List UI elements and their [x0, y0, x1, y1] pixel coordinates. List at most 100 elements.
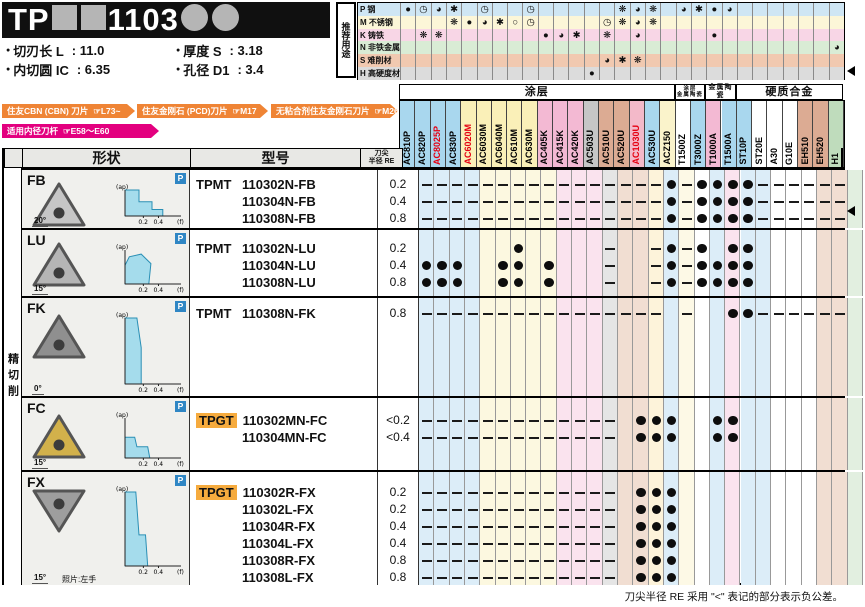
usage-mark-cell	[798, 28, 813, 42]
dot-icon	[666, 243, 677, 254]
availability-dash	[465, 176, 480, 193]
dash-icon	[436, 217, 447, 220]
availability-dash	[587, 569, 602, 586]
grade-group-3: 硬质合金	[735, 84, 843, 100]
dash-icon	[605, 247, 616, 250]
dot-icon	[437, 260, 447, 271]
usage-mark-cell	[736, 67, 752, 80]
availability-dash	[649, 305, 664, 322]
model-cell: TPGT 110302R-FX 110302L-FX 110304R-FX 110304…	[190, 472, 378, 585]
shape-cell-LU: LU 15° (ap) 0.2 0.4 (f) P	[22, 230, 190, 296]
svg-text:(f): (f)	[177, 461, 184, 468]
availability-dash	[434, 484, 449, 501]
dash-icon	[773, 183, 784, 186]
grade-group-label: 硬质合金	[765, 85, 814, 98]
model-number: 110302R-FX	[242, 485, 316, 500]
availability-dash	[480, 569, 495, 586]
usage-mark-g: ❋	[644, 15, 660, 29]
matrix-column-bg	[786, 472, 802, 585]
usage-mark-cell	[767, 28, 782, 42]
shape-cell-FC: FC 15° (ap) 0.2 0.4 (f) P	[22, 398, 190, 470]
matrix-column-bg	[801, 472, 818, 585]
availability-dash	[419, 484, 434, 501]
availability-dash	[434, 429, 449, 446]
usage-mark-cell	[675, 54, 691, 68]
usage-mark-cell	[614, 67, 629, 80]
grade-header-AC6020M: AC6020M	[461, 101, 477, 167]
dash-icon	[605, 576, 616, 579]
spec-list: ● 切刃长 L: 11.0 ● 厚度 S: 3.18 ● 内切圆 IC: 6.35 ● 孔径 …	[2, 41, 330, 79]
usage-mark-s: ✱	[568, 28, 583, 42]
dash-icon	[544, 436, 555, 439]
usage-mark-cell	[828, 54, 844, 68]
usage-mark-cell	[491, 41, 507, 55]
dash-icon	[559, 183, 570, 186]
chart-grade-badge: P	[175, 301, 186, 312]
dot-icon	[452, 260, 462, 271]
usage-mark-cell	[798, 54, 813, 68]
dash-icon	[590, 525, 601, 528]
availability-dash	[496, 429, 511, 446]
availability-dash	[541, 484, 556, 501]
matrix-column-bg	[633, 298, 649, 396]
availability-dot	[511, 274, 526, 291]
matrix-column-bg	[786, 298, 802, 396]
dash-icon	[590, 217, 601, 220]
usage-mark-q: ◕	[675, 3, 691, 16]
availability-dash	[802, 210, 817, 227]
availability-dash	[679, 305, 694, 322]
matrix-column-bg	[572, 398, 588, 470]
dash-icon	[498, 542, 509, 545]
dash-icon	[835, 200, 845, 203]
availability-dash	[603, 518, 618, 535]
matrix-column-bg	[480, 230, 496, 296]
dash-icon	[467, 576, 478, 579]
usage-mark-f: ●	[706, 28, 721, 42]
usage-mark-f: ●	[706, 3, 721, 16]
usage-mark-cell	[736, 41, 752, 55]
usage-row-label: K 铸铁	[360, 30, 384, 40]
corner-radius-cell: 0.2 0.4 0.8	[378, 170, 419, 228]
availability-dash	[587, 552, 602, 569]
availability-dot	[741, 210, 756, 227]
matrix-column-bg	[602, 472, 619, 585]
usage-mark-q: ◕	[828, 41, 844, 55]
dash-icon	[590, 576, 601, 579]
matrix-column-bg	[847, 298, 863, 396]
availability-dot	[633, 429, 648, 446]
availability-dash	[679, 210, 694, 227]
svg-text:0.2: 0.2	[138, 461, 148, 468]
availability-dash	[434, 193, 449, 210]
dot-icon	[697, 243, 707, 254]
bullet-icon: ●	[176, 66, 181, 73]
dash-icon	[452, 491, 463, 494]
availability-dash	[526, 484, 541, 501]
grade-group-label: 涂层	[524, 85, 549, 98]
matrix-column-bg	[419, 472, 435, 585]
availability-dash	[603, 569, 618, 586]
usage-mark-cell	[583, 54, 599, 68]
availability-dash	[756, 210, 771, 227]
model-cell: TPMT 110302N-FB 110304N-FB 110308N-FB	[190, 170, 378, 228]
usage-mark-cell	[430, 67, 446, 80]
availability-dash	[496, 176, 511, 193]
insert-photo	[30, 240, 88, 293]
availability-dot	[664, 484, 679, 501]
dash-icon	[651, 183, 662, 186]
model-row: TPGT 110302MN-FC	[190, 412, 377, 429]
usage-mark-cell	[660, 67, 675, 80]
usage-mark-cell	[782, 15, 798, 29]
availability-dash	[572, 518, 587, 535]
dash-icon	[681, 200, 692, 203]
availability-dash	[450, 484, 465, 501]
dash-icon	[482, 200, 493, 203]
grade-header-T1500A: T1500A	[721, 101, 737, 167]
dash-icon	[467, 525, 478, 528]
usage-mark-cell	[629, 41, 645, 55]
usage-mark-s: ✱	[491, 15, 507, 29]
availability-dash	[786, 210, 801, 227]
availability-dash	[603, 552, 618, 569]
dash-icon	[605, 542, 616, 545]
corner-radius-cell: <0.2 <0.4	[378, 398, 419, 470]
matrix-column-bg	[526, 472, 542, 585]
